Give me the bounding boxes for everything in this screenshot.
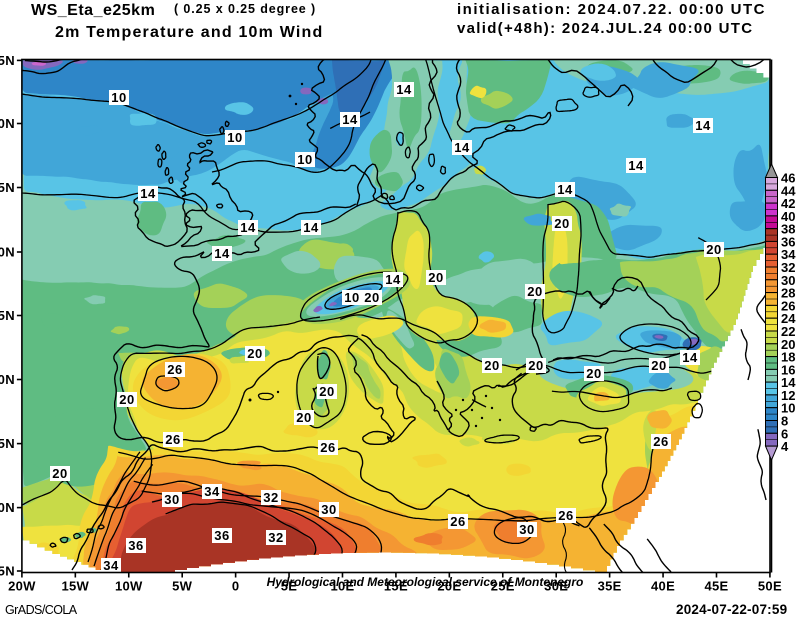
svg-text:20: 20 (247, 346, 262, 361)
svg-text:10: 10 (344, 290, 359, 305)
svg-text:26: 26 (165, 432, 180, 447)
svg-text:20: 20 (781, 337, 795, 352)
svg-text:20: 20 (52, 466, 67, 481)
svg-text:28: 28 (781, 286, 795, 301)
svg-text:34: 34 (781, 247, 796, 262)
svg-text:14: 14 (385, 272, 401, 287)
svg-text:26: 26 (653, 434, 668, 449)
svg-text:30N: 30N (0, 500, 15, 515)
svg-text:26: 26 (558, 508, 573, 523)
svg-text:20: 20 (484, 358, 499, 373)
svg-text:55N: 55N (0, 180, 15, 195)
svg-text:32: 32 (781, 260, 795, 275)
svg-text:38: 38 (781, 222, 795, 237)
svg-text:40E: 40E (651, 579, 675, 594)
svg-text:36: 36 (214, 528, 229, 543)
svg-text:10: 10 (781, 401, 795, 416)
svg-text:30: 30 (519, 522, 534, 537)
svg-text:20: 20 (364, 290, 379, 305)
svg-text:30: 30 (781, 273, 795, 288)
svg-text:14: 14 (454, 140, 470, 155)
svg-text:36: 36 (128, 538, 143, 553)
svg-text:20: 20 (296, 410, 311, 425)
svg-text:16: 16 (781, 362, 795, 377)
svg-text:12: 12 (781, 388, 795, 403)
svg-text:20: 20 (706, 242, 721, 257)
svg-text:22: 22 (781, 324, 795, 339)
svg-text:15E: 15E (384, 579, 408, 594)
svg-text:WS_Eta_e25km: WS_Eta_e25km (31, 2, 155, 19)
svg-text:24: 24 (781, 311, 796, 326)
svg-text:40: 40 (781, 209, 795, 224)
svg-text:14: 14 (303, 220, 319, 235)
svg-text:5E: 5E (281, 579, 298, 594)
svg-text:20E: 20E (437, 579, 461, 594)
svg-text:45E: 45E (704, 579, 728, 594)
svg-text:40N: 40N (0, 372, 15, 387)
svg-text:42: 42 (781, 196, 795, 211)
svg-text:34: 34 (204, 484, 220, 499)
svg-text:32: 32 (263, 490, 278, 505)
svg-text:26: 26 (167, 362, 182, 377)
svg-text:20: 20 (319, 384, 334, 399)
svg-text:26: 26 (450, 514, 465, 529)
svg-text:32: 32 (268, 530, 283, 545)
svg-text:20: 20 (428, 270, 443, 285)
svg-text:14: 14 (240, 220, 256, 235)
svg-text:4: 4 (781, 439, 789, 454)
svg-text:36: 36 (781, 234, 795, 249)
svg-text:20: 20 (119, 392, 134, 407)
svg-text:60N: 60N (0, 116, 15, 131)
svg-text:20: 20 (554, 216, 569, 231)
svg-text:0: 0 (232, 579, 240, 594)
svg-text:2m Temperature and 10m Wind: 2m Temperature and 10m Wind (55, 24, 323, 41)
svg-text:( 0.25 x 0.25 degree ): ( 0.25 x 0.25 degree ) (174, 2, 316, 16)
svg-text:45N: 45N (0, 308, 15, 323)
svg-text:14: 14 (342, 112, 358, 127)
svg-text:GrADS/COLA: GrADS/COLA (5, 603, 78, 617)
svg-text:valid(+48h): 2024.JUL.24 00:00: valid(+48h): 2024.JUL.24 00:00 UTC (457, 20, 753, 37)
svg-text:50E: 50E (758, 579, 782, 594)
svg-text:35E: 35E (598, 579, 622, 594)
svg-text:10: 10 (111, 90, 126, 105)
svg-text:35N: 35N (0, 436, 15, 451)
svg-text:50N: 50N (0, 245, 15, 260)
svg-text:10: 10 (227, 130, 242, 145)
svg-text:initialisation: 2024.07.22. 00: initialisation: 2024.07.22. 00:00 UTC (457, 1, 766, 18)
svg-text:14: 14 (781, 375, 796, 390)
svg-text:20: 20 (527, 284, 542, 299)
svg-text:14: 14 (396, 82, 412, 97)
svg-text:46: 46 (781, 171, 795, 186)
svg-text:8: 8 (781, 414, 788, 429)
svg-text:5W: 5W (172, 579, 193, 594)
svg-text:20: 20 (586, 366, 601, 381)
svg-text:34: 34 (103, 558, 119, 573)
svg-text:10E: 10E (330, 579, 354, 594)
svg-text:14: 14 (682, 350, 698, 365)
svg-text:65N: 65N (0, 53, 15, 68)
svg-text:14: 14 (140, 186, 156, 201)
svg-text:14: 14 (214, 246, 230, 261)
svg-text:18: 18 (781, 350, 795, 365)
svg-text:2024-07-22-07:59: 2024-07-22-07:59 (676, 602, 787, 617)
svg-text:14: 14 (628, 158, 644, 173)
svg-text:30: 30 (164, 492, 179, 507)
svg-text:20W: 20W (8, 579, 36, 594)
svg-text:20: 20 (528, 358, 543, 373)
svg-text:15W: 15W (62, 579, 90, 594)
svg-text:25N: 25N (0, 564, 15, 579)
svg-text:30E: 30E (544, 579, 568, 594)
svg-text:30: 30 (321, 502, 336, 517)
svg-text:44: 44 (781, 183, 796, 198)
svg-text:25E: 25E (491, 579, 515, 594)
svg-text:6: 6 (781, 426, 788, 441)
svg-text:10: 10 (297, 152, 312, 167)
svg-text:26: 26 (320, 440, 335, 455)
svg-text:10W: 10W (115, 579, 143, 594)
svg-text:26: 26 (781, 298, 795, 313)
svg-text:Hydrological and Meteorologica: Hydrological and Meteorological service … (267, 575, 584, 589)
svg-text:20: 20 (651, 358, 666, 373)
svg-text:14: 14 (695, 118, 711, 133)
svg-text:14: 14 (557, 182, 573, 197)
